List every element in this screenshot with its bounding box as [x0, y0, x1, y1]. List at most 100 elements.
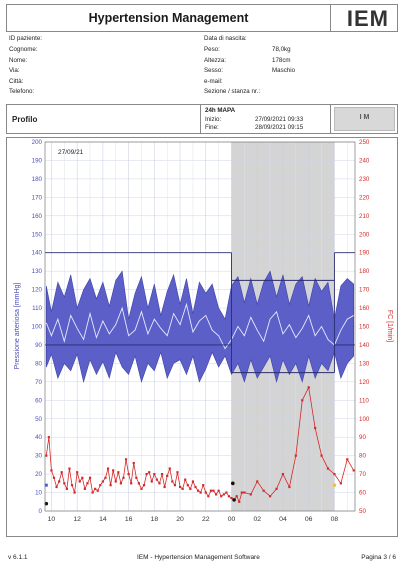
- heart-rate-point: [114, 480, 117, 483]
- report-header: Hypertension Management IEM: [6, 4, 398, 32]
- heart-rate-point: [314, 426, 317, 430]
- right-tick-label: 220: [359, 194, 370, 201]
- x-tick-label: 02: [253, 516, 261, 523]
- bp-range-band: [45, 270, 355, 384]
- heart-rate-point: [194, 485, 197, 489]
- heart-rate-point: [70, 484, 74, 487]
- weight-value: 78,0kg: [272, 46, 291, 53]
- heart-rate-point: [326, 467, 330, 470]
- patient-id-label: ID paziente:: [9, 35, 43, 42]
- left-tick-label: 70: [35, 379, 42, 386]
- x-tick-label: 12: [73, 516, 81, 523]
- heart-rate-point: [65, 487, 68, 490]
- name-label: Nome:: [9, 57, 28, 64]
- left-tick-label: 20: [35, 471, 42, 478]
- heart-rate-point: [60, 471, 63, 474]
- mapa-label: 24h MAPA: [205, 107, 236, 114]
- heart-rate-point: [112, 469, 115, 472]
- heart-rate-point: [178, 485, 182, 489]
- heart-rate-point: [124, 458, 128, 461]
- heart-rate-point: [132, 461, 135, 465]
- heart-rate-point: [106, 467, 110, 470]
- heart-rate-point: [196, 489, 200, 492]
- heart-rate-point: [240, 491, 243, 494]
- heart-rate-point: [281, 473, 285, 476]
- left-tick-label: 180: [32, 176, 43, 183]
- heart-rate-point: [191, 480, 195, 483]
- right-tick-label: 140: [359, 342, 370, 349]
- heart-rate-point: [333, 473, 336, 476]
- right-tick-label: 110: [359, 397, 369, 404]
- heart-rate-point: [52, 476, 56, 479]
- heart-rate-point: [76, 471, 79, 474]
- heart-rate-point: [235, 495, 238, 498]
- right-axis-title: FC [1/min]: [386, 310, 393, 342]
- right-tick-label: 210: [359, 213, 370, 220]
- heart-rate-point: [119, 482, 122, 485]
- heart-rate-point: [81, 476, 84, 479]
- right-tick-label: 160: [359, 305, 370, 312]
- right-tick-label: 230: [359, 176, 370, 183]
- profile-label: Profilo: [12, 115, 38, 124]
- heart-rate-point: [320, 454, 323, 457]
- left-tick-label: 40: [35, 434, 42, 441]
- right-tick-label: 80: [359, 453, 366, 460]
- weight-label: Peso:: [204, 46, 220, 53]
- right-tick-label: 180: [359, 268, 370, 275]
- heart-rate-point: [63, 482, 66, 485]
- heart-rate-point: [238, 500, 241, 503]
- heart-rate-point: [104, 476, 107, 479]
- chart-date-label: 27/09/21: [58, 149, 84, 156]
- heart-rate-point: [127, 473, 130, 476]
- heart-rate-point: [117, 471, 120, 474]
- heart-rate-point: [212, 489, 215, 492]
- right-tick-label: 170: [359, 287, 370, 294]
- left-tick-label: 170: [32, 194, 43, 201]
- left-tick-label: 110: [32, 305, 42, 312]
- header-divider: [330, 5, 331, 31]
- heart-rate-point: [99, 484, 102, 487]
- abpm-chart: 0 10 20 30 40 50 60 70 80 90 100 110 120 130 140 150 160…: [6, 137, 398, 537]
- left-tick-label: 140: [32, 250, 43, 257]
- start-value: 27/09/2021 09:33: [255, 116, 304, 123]
- heart-rate-point: [135, 476, 138, 479]
- heart-rate-point: [158, 482, 161, 485]
- email-label: e-mail:: [204, 78, 223, 85]
- right-tick-label: 50: [359, 508, 366, 515]
- sex-value: Maschio: [272, 67, 296, 74]
- patient-info: ID paziente: Cognome: Nome: Via: Città: …: [6, 33, 398, 101]
- event-marker: [332, 483, 337, 487]
- start-label: Inizio:: [205, 116, 222, 123]
- device-brand-text: I M: [359, 114, 370, 121]
- left-tick-label: 120: [32, 287, 43, 294]
- heart-rate-point: [171, 480, 174, 483]
- footer-version: v 6.1.1: [8, 554, 28, 561]
- heart-rate-point: [45, 454, 48, 457]
- heart-rate-point: [225, 491, 228, 494]
- height-value: 178cm: [272, 57, 291, 64]
- x-tick-label: 00: [228, 516, 236, 523]
- heart-rate-point: [275, 487, 278, 490]
- heart-rate-point: [227, 495, 231, 498]
- left-tick-label: 10: [35, 490, 42, 497]
- heart-rate-point: [346, 458, 349, 461]
- heart-rate-point: [222, 493, 225, 496]
- x-tick-label: 18: [151, 516, 159, 523]
- heart-rate-point: [204, 491, 207, 494]
- heart-rate-point: [73, 491, 76, 494]
- right-tick-label: 250: [359, 139, 370, 146]
- profile-bar: Profilo 24h MAPA Inizio: 27/09/2021 09:3…: [6, 104, 398, 134]
- heart-rate-point: [160, 473, 164, 476]
- heart-rate-point: [339, 482, 342, 485]
- heart-rate-point: [301, 399, 304, 402]
- end-value: 28/09/2021 09:15: [255, 124, 304, 131]
- right-tick-label: 70: [359, 471, 366, 478]
- profile-divider-1: [200, 105, 201, 133]
- right-tick-label: 150: [359, 324, 370, 331]
- heart-rate-point: [47, 436, 50, 439]
- bp-mean-line: [45, 302, 354, 350]
- city-label: Città:: [9, 78, 24, 85]
- heart-rate-point: [181, 487, 184, 490]
- heart-rate-point: [83, 487, 86, 490]
- event-marker: [44, 483, 48, 487]
